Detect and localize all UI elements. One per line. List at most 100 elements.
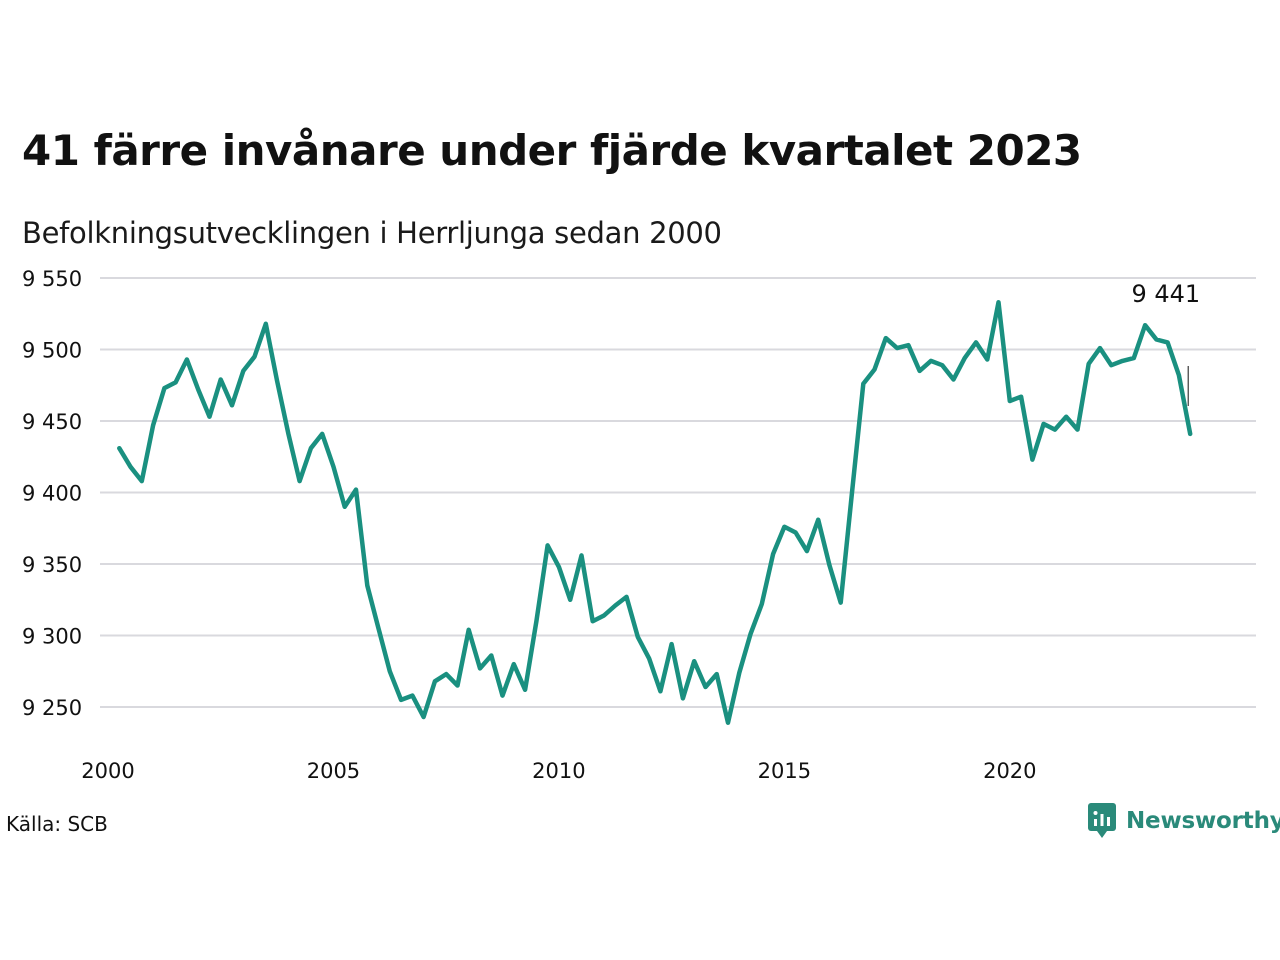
data-point <box>660 691 661 692</box>
data-point <box>1066 416 1067 417</box>
data-point <box>175 382 176 383</box>
data-point <box>502 695 503 696</box>
last-value-label: 9 441 <box>1131 280 1200 308</box>
x-tick-label: 2020 <box>983 759 1036 783</box>
data-point <box>863 383 864 384</box>
data-point <box>1122 360 1123 361</box>
data-point <box>1100 348 1101 349</box>
x-tick-label: 2015 <box>758 759 811 783</box>
data-point <box>570 599 571 600</box>
data-point <box>581 555 582 556</box>
data-point <box>1156 339 1157 340</box>
data-point <box>288 433 289 434</box>
chart-subtitle: Befolkningsutvecklingen i Herrljunga sed… <box>22 216 722 250</box>
data-point <box>536 621 537 622</box>
data-point <box>1021 396 1022 397</box>
data-point <box>480 668 481 669</box>
data-point <box>897 348 898 349</box>
data-point <box>705 687 706 688</box>
data-point <box>784 526 785 527</box>
data-point <box>852 492 853 493</box>
data-point <box>604 615 605 616</box>
data-point <box>874 369 875 370</box>
data-point <box>1009 401 1010 402</box>
grid-lines <box>100 277 1256 708</box>
data-point <box>153 425 154 426</box>
chart-title: 41 färre invånare under fjärde kvartalet… <box>22 126 1082 175</box>
data-point <box>885 338 886 339</box>
data-point <box>434 681 435 682</box>
data-point <box>1190 433 1191 434</box>
data-point <box>491 655 492 656</box>
data-point <box>299 481 300 482</box>
data-point <box>457 685 458 686</box>
data-point <box>1054 429 1055 430</box>
newsworthy-logo-icon <box>1088 803 1116 838</box>
data-point <box>130 466 131 467</box>
data-point <box>423 717 424 718</box>
data-point <box>840 602 841 603</box>
data-point <box>908 345 909 346</box>
data-point <box>987 359 988 360</box>
data-point <box>378 628 379 629</box>
data-point <box>220 379 221 380</box>
data-point <box>637 636 638 637</box>
data-point <box>728 722 729 723</box>
data-point <box>525 689 526 690</box>
data-point <box>626 596 627 597</box>
data-point <box>367 585 368 586</box>
data-point <box>818 519 819 520</box>
data-point <box>806 551 807 552</box>
y-tick-label: 9 450 <box>22 410 82 434</box>
y-tick-label: 9 350 <box>22 553 82 577</box>
x-tick-label: 2005 <box>307 759 360 783</box>
data-point <box>547 545 548 546</box>
brand-name: Newsworthy <box>1126 808 1280 834</box>
data-point <box>1167 342 1168 343</box>
data-point <box>232 405 233 406</box>
data-point <box>513 664 514 665</box>
series-line <box>117 300 1193 725</box>
x-tick-label: 2000 <box>81 759 134 783</box>
x-axis-labels: 2000 2005 2010 2015 2020 <box>81 759 1036 783</box>
data-point <box>615 605 616 606</box>
y-axis-labels: 9 250 9 300 9 350 9 400 9 450 9 500 9 550 <box>22 267 82 720</box>
source-note: Källa: SCB <box>6 812 108 836</box>
data-point <box>694 661 695 662</box>
data-point <box>412 695 413 696</box>
data-point <box>964 358 965 359</box>
data-point <box>1133 358 1134 359</box>
series-group <box>117 300 1193 725</box>
data-point <box>446 674 447 675</box>
data-point <box>310 448 311 449</box>
data-point <box>930 360 931 361</box>
data-point <box>344 506 345 507</box>
data-point <box>141 481 142 482</box>
data-point <box>919 370 920 371</box>
data-point <box>682 698 683 699</box>
data-point <box>1043 423 1044 424</box>
y-tick-label: 9 400 <box>22 482 82 506</box>
data-point <box>389 671 390 672</box>
data-point <box>829 565 830 566</box>
data-point <box>739 672 740 673</box>
data-point <box>209 416 210 417</box>
data-point <box>277 381 278 382</box>
data-point <box>795 532 796 533</box>
y-tick-label: 9 250 <box>22 696 82 720</box>
y-tick-label: 9 550 <box>22 267 82 291</box>
data-point <box>243 370 244 371</box>
data-point <box>1111 365 1112 366</box>
data-point <box>942 365 943 366</box>
data-point <box>1088 363 1089 364</box>
data-point <box>1077 429 1078 430</box>
data-point <box>322 433 323 434</box>
data-point <box>1178 375 1179 376</box>
data-point <box>953 379 954 380</box>
data-point <box>558 566 559 567</box>
data-point <box>773 554 774 555</box>
x-tick-label: 2010 <box>532 759 585 783</box>
data-point <box>761 604 762 605</box>
data-point <box>333 466 334 467</box>
